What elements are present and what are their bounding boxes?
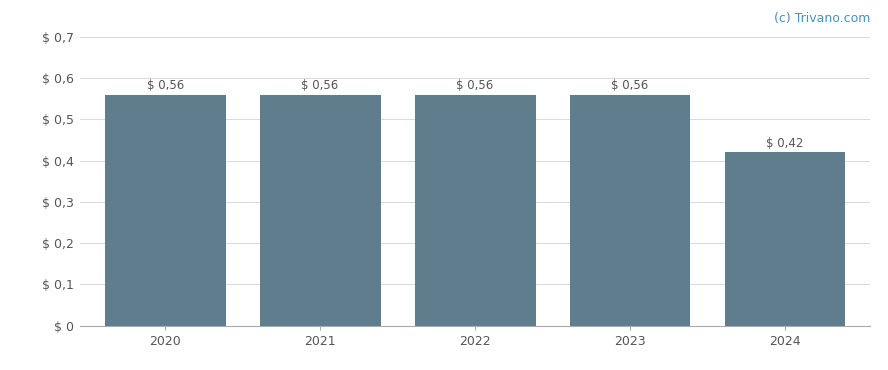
Text: $ 0,56: $ 0,56 [456, 79, 494, 92]
Bar [415, 95, 535, 326]
Bar [105, 95, 226, 326]
Bar [569, 95, 691, 326]
Bar [259, 95, 381, 326]
Text: $ 0,56: $ 0,56 [612, 79, 648, 92]
Text: (c) Trivano.com: (c) Trivano.com [773, 13, 870, 26]
Text: $ 0,56: $ 0,56 [302, 79, 338, 92]
Bar [725, 152, 845, 326]
Text: $ 0,56: $ 0,56 [147, 79, 184, 92]
Text: $ 0,42: $ 0,42 [766, 137, 804, 149]
